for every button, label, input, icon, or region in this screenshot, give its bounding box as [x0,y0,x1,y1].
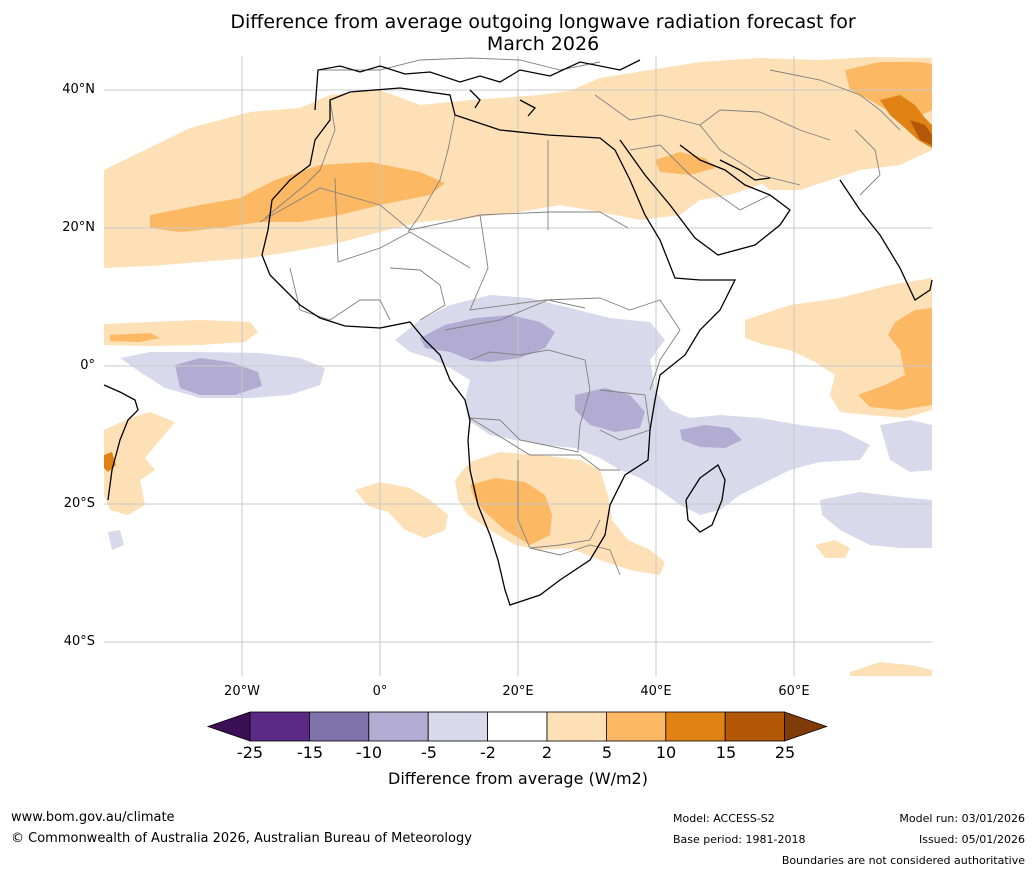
anomaly-positive-far-south [850,662,932,676]
country-borders [259,57,901,576]
anomaly-positive-arabia [655,152,715,175]
colorbar-swatch [249,711,310,742]
colorbar-tick: -2 [480,743,496,762]
border-middle-east [594,94,831,141]
colorbar-tick: 2 [541,743,553,762]
colorbar-swatch [724,711,786,742]
colorbar-tick: 25 [774,743,796,762]
colorbar-tick: 5 [601,743,613,762]
colorbar-swatch [546,711,607,742]
lat-label-20s: 20°S [63,496,95,511]
colorbar-tick: 15 [715,743,737,762]
border-namibia-botswana [517,460,601,549]
border-arabia [629,144,771,211]
border-central-asia [769,69,901,131]
colorbar-swatch [487,711,548,742]
anomaly-positive-north-africa [104,88,790,268]
lon-label-40e: 40°E [640,684,672,699]
coastlines [103,59,933,606]
colorbar-title: Difference from average (W/m2) [388,769,648,788]
coast-europe [314,59,641,111]
issued-text: Issued: 05/01/2026 [918,833,1025,846]
colorbar [206,711,828,742]
coast-arabia [619,139,791,256]
colorbar-swatch [665,711,726,742]
lon-label-20w: 20°W [224,684,260,699]
border-europe [320,57,601,71]
border-south-africa [529,544,621,576]
colorbar-extend-low [206,711,251,742]
lat-label-40s: 40°S [63,634,95,649]
anomaly-positive-mozambique [815,540,850,558]
anomaly-positive-indian-ocean [745,278,932,418]
lon-label-60e: 60°E [778,684,810,699]
border-east-africa [599,297,681,391]
anomaly-negative-lakes [575,388,645,432]
colorbar-swatch [308,711,370,742]
graticule [104,56,932,676]
coast-india [839,179,933,301]
model-run-text: Model run: 03/01/2026 [899,812,1025,825]
coast-mediterranean-islands [469,89,537,117]
colorbar-tick: -5 [421,743,437,762]
colorbar-tick: -25 [236,743,264,762]
border-angola-zambia [469,417,620,471]
coast-persian-gulf [719,159,771,181]
border-iran [699,124,801,186]
anomaly-positive-west-south-atlantic [104,412,175,515]
coast-africa [261,87,737,606]
anomaly-negative-indian-east [880,420,932,472]
lon-label-0: 0° [372,684,388,699]
colorbar-tick: -10 [355,743,383,762]
border-india [854,129,881,196]
anomaly-positive-indian-ocean-core [858,308,932,410]
anomaly-negative-indian-core [680,425,742,448]
coast-south-america [103,384,139,501]
border-car [444,299,586,331]
colorbar-tick: 10 [655,743,677,762]
lat-label-20n: 20°N [62,220,95,235]
anomaly-positive-south-atlantic [355,482,448,538]
disclaimer-text: Boundaries are not considered authoritat… [781,854,1025,867]
anomaly-negative-southwest-atlantic [108,530,124,550]
anomaly-negative-atlantic-core [175,358,262,395]
anomaly-positive-gulf-guinea [110,333,160,342]
border-drc [469,349,591,453]
map-title-line-1: Difference from average outgoing longwav… [230,11,856,33]
border-mali-niger [334,177,471,269]
anomaly-positive-sahara-core [150,162,445,232]
border-west-africa [289,267,391,321]
anomaly-positive-himalaya-core [910,120,932,145]
anomaly-negative-congo-core [420,315,555,362]
border-nigeria [389,267,446,321]
lon-label-20e: 20°E [502,684,534,699]
colorbar-extend-high [784,711,828,742]
copyright-text: © Commonwealth of Australia 2026, Austra… [11,831,472,846]
model-text: Model: ACCESS-S2 [673,812,775,825]
coast-madagascar [685,464,726,533]
base-period-text: Base period: 1981-2018 [673,833,806,846]
website-link[interactable]: www.bom.gov.au/climate [11,810,175,825]
border-chad-sudan [469,214,601,311]
anomaly-positive-equatorial-band [104,320,258,346]
lat-label-40n: 40°N [62,82,95,97]
anomaly-positive-kalahari [470,478,552,545]
anomaly-negative-indian-south [820,492,932,548]
colorbar-swatch [606,711,667,742]
lat-label-0: 0° [80,358,95,373]
border-maghreb [264,99,336,219]
colorbar-swatch [427,711,489,742]
map-title-line-2: March 2026 [486,33,600,55]
border-algeria-libya [407,114,456,233]
colorbar-swatch [368,711,429,742]
colorbar-tick: -15 [296,743,324,762]
border-sahel [259,187,629,231]
